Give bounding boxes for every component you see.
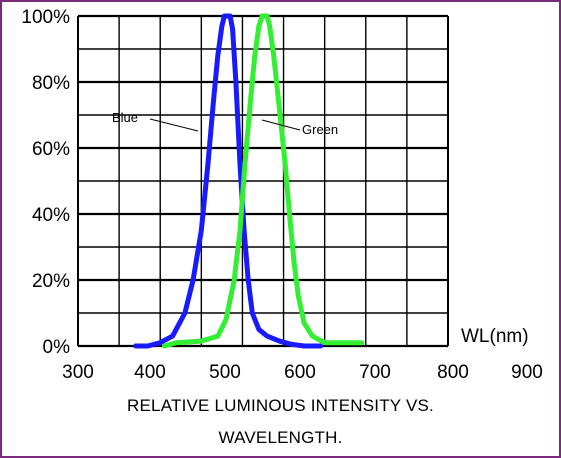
annotation-label-green: Green: [302, 122, 338, 137]
annotation-label-blue: Blue: [112, 110, 138, 125]
x-tick-label: 600: [284, 362, 316, 383]
x-tick-label: 800: [437, 362, 469, 383]
y-tick-label: 20%: [32, 271, 70, 292]
y-tick-label: 100%: [21, 7, 70, 28]
x-tick-label: 400: [134, 362, 166, 383]
y-tick-label: 40%: [32, 205, 70, 226]
relative-intensity-chart: 0%20%40%60%80%100%300 400 500 600 700 800 900 …: [21, 7, 542, 383]
grid: [77, 14, 449, 348]
chart-title-line-2: WAVELENGTH.: [218, 428, 343, 447]
annotations: Blue Green: [112, 110, 338, 137]
x-tick-label: 900: [511, 362, 543, 383]
x-tick-label: 500: [209, 362, 241, 383]
series-line-green: [161, 13, 365, 349]
y-tick-label: 0%: [43, 337, 71, 358]
annotation-leader-green: [261, 119, 301, 131]
series-layer: [133, 13, 365, 349]
chart-title-line-1: RELATIVE LUMINOUS INTENSITY VS.: [127, 396, 434, 415]
y-tick-label: 80%: [32, 73, 70, 94]
annotation-leader-blue: [149, 118, 199, 132]
series-line-blue: [133, 13, 324, 349]
tick-labels: 0% 20% 40% 60% 80% 100% 300 400 500 600 700 800 900: [21, 7, 542, 383]
x-tick-label: 300: [62, 362, 94, 383]
y-tick-label: 60%: [32, 139, 70, 160]
x-tick-label: 700: [359, 362, 391, 383]
x-axis-label: WL(nm): [461, 326, 529, 347]
